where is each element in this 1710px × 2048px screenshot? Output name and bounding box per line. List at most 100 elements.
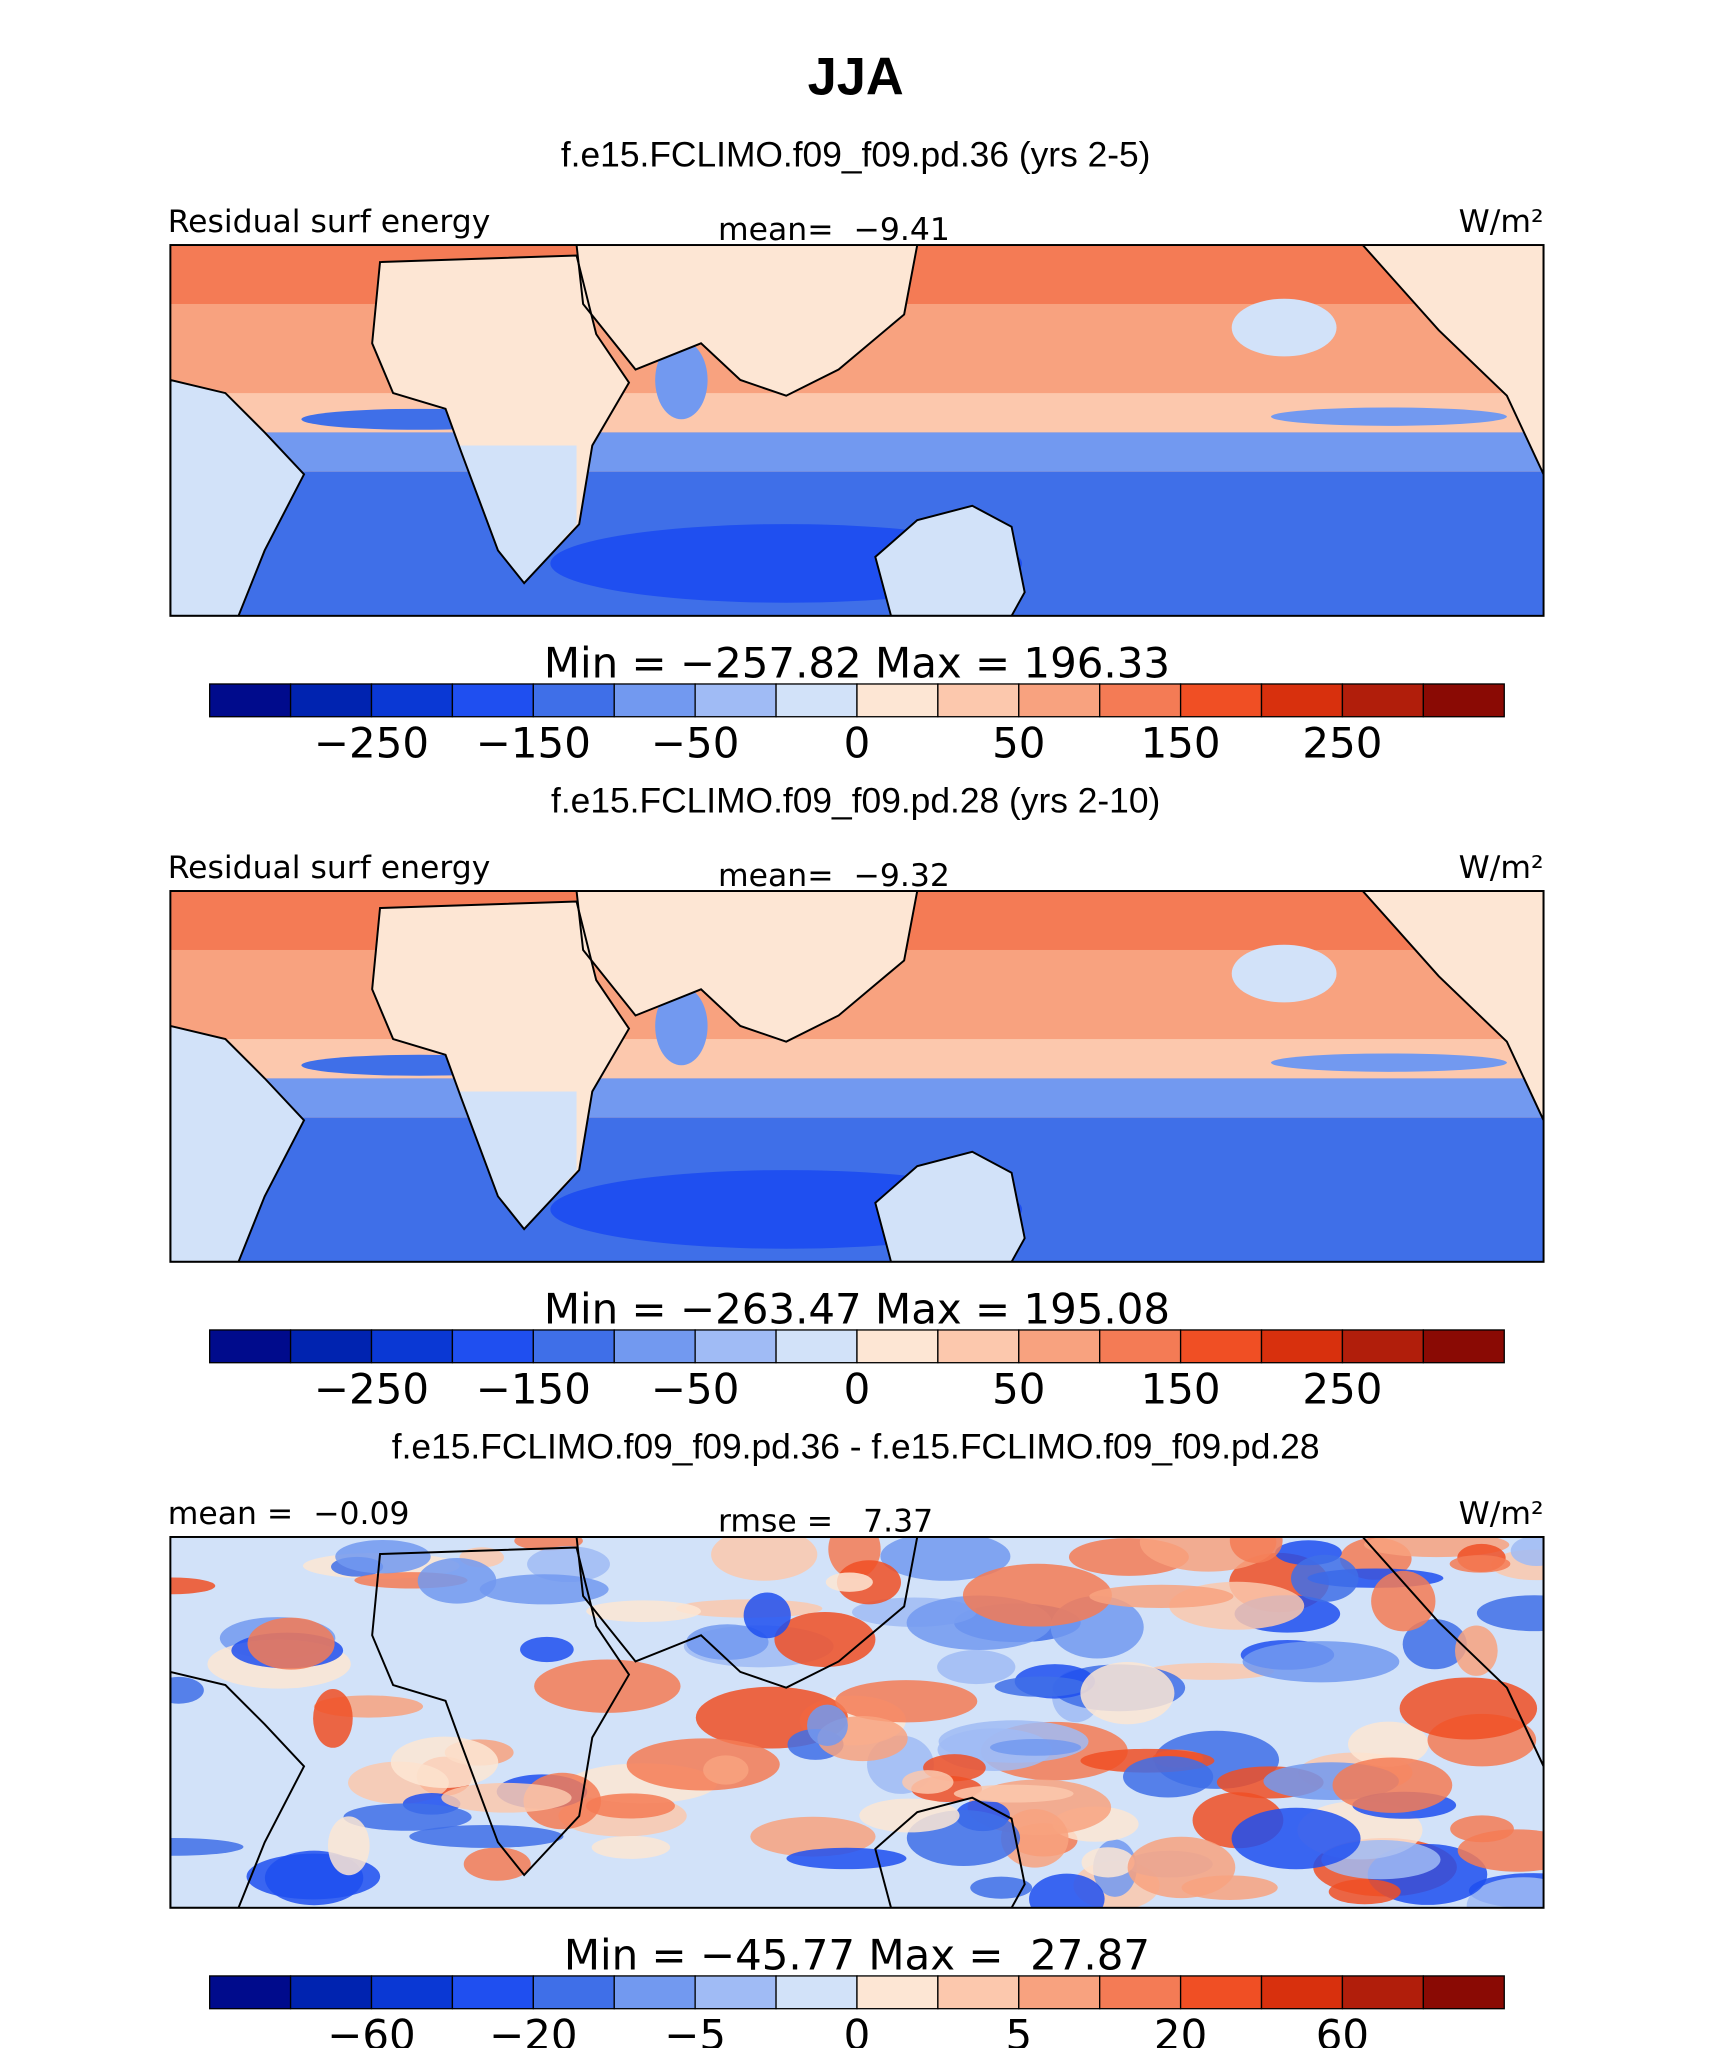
field bbox=[655, 986, 708, 1066]
colorbar-box bbox=[451, 683, 534, 718]
colorbar-box bbox=[532, 1329, 615, 1364]
min-max: Min = −257.82 Max = 196.33 bbox=[544, 638, 1170, 687]
field bbox=[313, 1689, 353, 1748]
land bbox=[458, 1091, 577, 1230]
colorbar-box bbox=[937, 1329, 1020, 1364]
field bbox=[994, 1676, 1088, 1697]
field bbox=[774, 1611, 876, 1668]
field bbox=[1466, 1877, 1544, 1908]
colorbar-label: −150 bbox=[476, 718, 591, 767]
field bbox=[743, 1592, 791, 1639]
colorbar-box bbox=[1260, 1975, 1344, 2010]
map-shapes bbox=[170, 891, 1544, 1262]
colorbar-box bbox=[1179, 1975, 1263, 2010]
field bbox=[686, 1624, 769, 1661]
field bbox=[711, 1536, 818, 1581]
field bbox=[390, 1736, 499, 1788]
field bbox=[1455, 1625, 1498, 1676]
field bbox=[1080, 1662, 1175, 1725]
colorbar-label: 0 bbox=[844, 718, 871, 767]
field bbox=[1123, 1756, 1214, 1798]
field bbox=[343, 1803, 472, 1831]
colorbar-label: 0 bbox=[844, 1364, 871, 1413]
field bbox=[441, 1782, 572, 1813]
colorbar-box bbox=[289, 1975, 373, 2010]
colorbar-label: 60 bbox=[1316, 2010, 1369, 2048]
colorbar-label: 250 bbox=[1302, 1364, 1382, 1413]
colorbar-box bbox=[1341, 1975, 1424, 2010]
field bbox=[409, 1825, 564, 1848]
field bbox=[626, 1738, 780, 1791]
min-max: Min = −263.47 Max = 195.08 bbox=[544, 1284, 1170, 1333]
field bbox=[750, 1816, 876, 1857]
colorbar-box bbox=[1179, 1329, 1263, 1364]
colorbar-box bbox=[451, 1975, 534, 2010]
colorbar-box bbox=[937, 683, 1020, 718]
coastline bbox=[575, 891, 919, 1043]
colorbar-label: −50 bbox=[651, 1364, 739, 1413]
field bbox=[591, 1835, 671, 1859]
field bbox=[1371, 1570, 1436, 1632]
field bbox=[1399, 1677, 1538, 1740]
field bbox=[1146, 1662, 1275, 1680]
field bbox=[859, 1798, 960, 1833]
colorbar-label: −60 bbox=[327, 2010, 415, 2048]
land bbox=[875, 505, 1025, 616]
colorbar-box bbox=[1260, 1329, 1344, 1364]
coastline bbox=[371, 900, 631, 1231]
colorbar-label: −50 bbox=[651, 718, 739, 767]
colorbar-label: 150 bbox=[1141, 718, 1221, 767]
field bbox=[655, 340, 708, 420]
map bbox=[170, 891, 1544, 1262]
field bbox=[170, 432, 1544, 472]
units-label: W/m² bbox=[1459, 204, 1544, 240]
field bbox=[1347, 1721, 1429, 1767]
field bbox=[585, 1793, 676, 1819]
colorbar-label: −250 bbox=[314, 1364, 429, 1413]
colorbar-label: 150 bbox=[1141, 1364, 1221, 1413]
units-label: W/m² bbox=[1459, 1496, 1544, 1532]
colorbar-box bbox=[370, 1329, 454, 1364]
map-shapes bbox=[170, 245, 1544, 616]
units-label: W/m² bbox=[1459, 850, 1544, 886]
field bbox=[902, 1770, 954, 1794]
left-label: Residual surf energy bbox=[168, 204, 491, 240]
colorbar-label: 250 bbox=[1302, 718, 1382, 767]
field bbox=[463, 1847, 531, 1881]
colorbar-box bbox=[937, 1975, 1020, 2010]
colorbar-box bbox=[856, 683, 939, 718]
field bbox=[1449, 1555, 1511, 1573]
coastline bbox=[170, 378, 306, 616]
field bbox=[1271, 407, 1507, 426]
field bbox=[1242, 1641, 1400, 1683]
left-label: mean = −0.09 bbox=[168, 1496, 410, 1532]
colorbar-box bbox=[1422, 683, 1505, 718]
colorbar-box bbox=[1018, 1975, 1101, 2010]
colorbar-label: −250 bbox=[314, 718, 429, 767]
map bbox=[170, 245, 1544, 616]
field bbox=[417, 1558, 497, 1604]
coastline bbox=[1361, 1536, 1544, 1767]
field bbox=[170, 1078, 1544, 1118]
colorbar-box bbox=[613, 1329, 696, 1364]
colorbar-box bbox=[613, 683, 696, 718]
colorbar-box bbox=[694, 683, 777, 718]
field bbox=[703, 1755, 749, 1785]
field bbox=[990, 1739, 1082, 1756]
coastline bbox=[170, 1024, 306, 1262]
coastline bbox=[874, 504, 1026, 616]
colorbar-box bbox=[370, 683, 454, 718]
colorbar-box bbox=[1018, 1329, 1101, 1364]
colorbar-label: 0 bbox=[844, 2010, 871, 2048]
colorbar-label: −20 bbox=[489, 2010, 577, 2048]
field bbox=[1510, 1536, 1544, 1566]
field bbox=[586, 1600, 701, 1623]
field bbox=[1402, 1619, 1467, 1670]
field bbox=[534, 1659, 681, 1713]
field bbox=[527, 1546, 610, 1583]
colorbar-box bbox=[532, 683, 615, 718]
colorbar-box bbox=[1018, 683, 1101, 718]
coastline bbox=[575, 1536, 919, 1689]
field bbox=[1231, 1807, 1361, 1870]
colorbar-box bbox=[209, 1975, 292, 2010]
